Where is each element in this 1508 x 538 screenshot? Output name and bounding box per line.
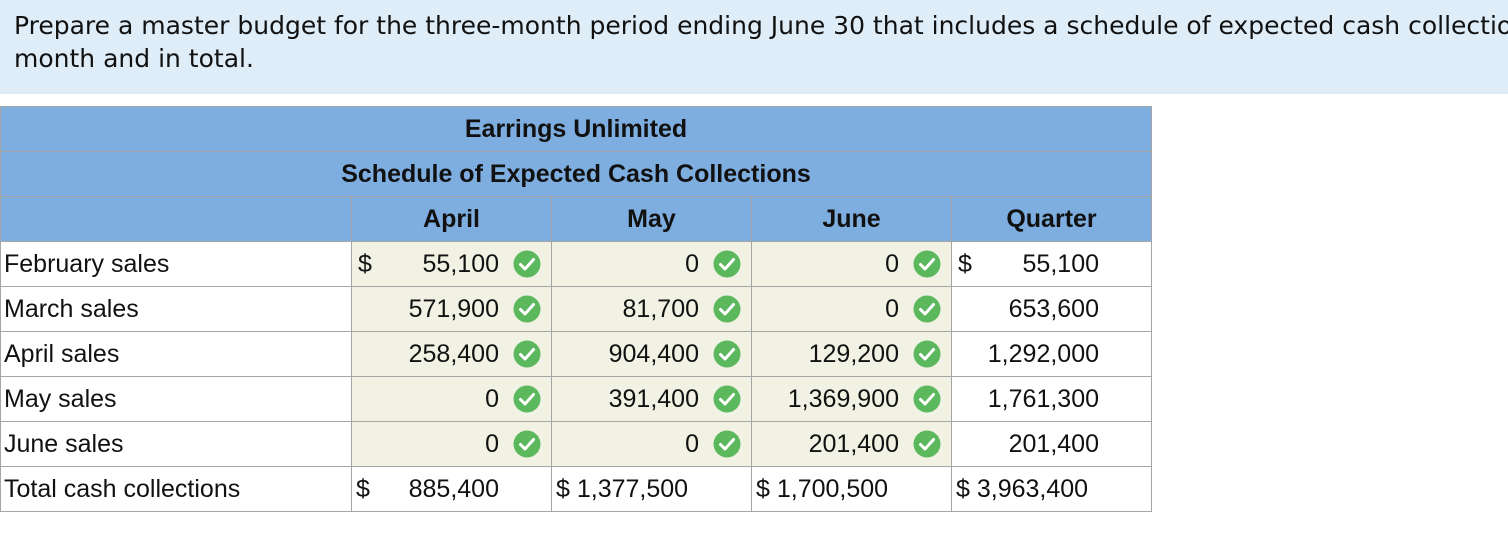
june-value: 0 [885, 295, 899, 323]
instruction-text: Prepare a master budget for the three-mo… [0, 0, 1508, 94]
may-input-cell[interactable]: 0 [551, 421, 752, 467]
check-circle-icon [513, 340, 541, 368]
april-input-cell[interactable]: 0 [351, 421, 552, 467]
april-value: 55,100 [422, 250, 499, 278]
quarter-cell: $55,100 [951, 241, 1152, 287]
quarter-cell: 201,400 [951, 421, 1152, 467]
cash-collections-table: Earrings Unlimited Schedule of Expected … [0, 106, 1152, 512]
check-circle-icon [513, 430, 541, 458]
april-value: 0 [485, 430, 499, 458]
total-quarter-cell: $ 3,963,400 [951, 466, 1152, 512]
may-value: 391,400 [608, 385, 699, 413]
april-input-cell[interactable]: 0 [351, 376, 552, 422]
check-circle-icon [913, 295, 941, 323]
quarter-value: 1,761,300 [987, 385, 1099, 413]
total-quarter-value: $ 3,963,400 [956, 475, 1089, 503]
june-value: 201,400 [808, 430, 899, 458]
dollar-sign: $ [358, 250, 372, 278]
may-value: 0 [685, 250, 699, 278]
table-body: February sales $55,100 0 0 $55,100 March sale… [0, 241, 1152, 467]
column-header-may: May [551, 196, 752, 242]
quarter-cell: 1,761,300 [951, 376, 1152, 422]
table-row: March sales 571,900 81,700 0 653,600 [0, 286, 1152, 332]
dollar-sign: $ [356, 475, 370, 503]
check-circle-icon [513, 295, 541, 323]
june-input-cell[interactable]: 1,369,900 [751, 376, 952, 422]
total-june-value: $ 1,700,500 [756, 475, 889, 503]
may-value: 904,400 [608, 340, 699, 368]
column-header-april: April [351, 196, 552, 242]
june-input-cell[interactable]: 0 [751, 241, 952, 287]
check-circle-icon [713, 385, 741, 413]
april-value: 571,900 [408, 295, 499, 323]
dollar-sign: $ [958, 250, 972, 278]
row-label: Total cash collections [0, 466, 352, 512]
quarter-value: 201,400 [1008, 430, 1099, 458]
total-row: Total cash collections $ 885,400 $ 1,377… [0, 466, 1152, 512]
table-row: June sales 0 0 201,400 201,400 [0, 421, 1152, 467]
table-row: April sales 258,400 904,400 129,200 1,292,00… [0, 331, 1152, 377]
total-june-cell: $ 1,700,500 [751, 466, 952, 512]
total-may-value: $ 1,377,500 [556, 475, 689, 503]
check-circle-icon [713, 250, 741, 278]
quarter-value: 653,600 [1008, 295, 1099, 323]
june-value: 129,200 [808, 340, 899, 368]
check-circle-icon [713, 430, 741, 458]
total-may-cell: $ 1,377,500 [551, 466, 752, 512]
company-name: Earrings Unlimited [0, 106, 1152, 152]
june-input-cell[interactable]: 0 [751, 286, 952, 332]
quarter-value: 1,292,000 [987, 340, 1099, 368]
row-label: February sales [0, 241, 352, 287]
quarter-value: 55,100 [1022, 250, 1099, 278]
header-blank [0, 196, 352, 242]
june-input-cell[interactable]: 129,200 [751, 331, 952, 377]
may-input-cell[interactable]: 81,700 [551, 286, 752, 332]
june-input-cell[interactable]: 201,400 [751, 421, 952, 467]
check-circle-icon [713, 340, 741, 368]
april-input-cell[interactable]: 258,400 [351, 331, 552, 377]
row-label: June sales [0, 421, 352, 467]
check-circle-icon [913, 340, 941, 368]
column-header-quarter: Quarter [951, 196, 1152, 242]
check-circle-icon [513, 385, 541, 413]
may-input-cell[interactable]: 0 [551, 241, 752, 287]
row-label: March sales [0, 286, 352, 332]
june-value: 0 [885, 250, 899, 278]
april-value: 258,400 [408, 340, 499, 368]
table-row: May sales 0 391,400 1,369,900 1,761,300 [0, 376, 1152, 422]
may-value: 0 [685, 430, 699, 458]
april-input-cell[interactable]: $55,100 [351, 241, 552, 287]
column-header-june: June [751, 196, 952, 242]
check-circle-icon [513, 250, 541, 278]
schedule-title: Schedule of Expected Cash Collections [0, 151, 1152, 197]
check-circle-icon [713, 295, 741, 323]
total-april-cell: $ 885,400 [351, 466, 552, 512]
row-label: May sales [0, 376, 352, 422]
total-april-value: 885,400 [408, 475, 499, 503]
may-input-cell[interactable]: 904,400 [551, 331, 752, 377]
check-circle-icon [913, 430, 941, 458]
instruction-line-1: Prepare a master budget for the three-mo… [14, 11, 1508, 40]
check-circle-icon [913, 385, 941, 413]
may-value: 81,700 [622, 295, 699, 323]
june-value: 1,369,900 [787, 385, 899, 413]
may-input-cell[interactable]: 391,400 [551, 376, 752, 422]
april-value: 0 [485, 385, 499, 413]
april-input-cell[interactable]: 571,900 [351, 286, 552, 332]
quarter-cell: 1,292,000 [951, 331, 1152, 377]
check-circle-icon [913, 250, 941, 278]
quarter-cell: 653,600 [951, 286, 1152, 332]
row-label: April sales [0, 331, 352, 377]
table-row: February sales $55,100 0 0 $55,100 [0, 241, 1152, 287]
instruction-line-2: month and in total. [14, 44, 254, 73]
